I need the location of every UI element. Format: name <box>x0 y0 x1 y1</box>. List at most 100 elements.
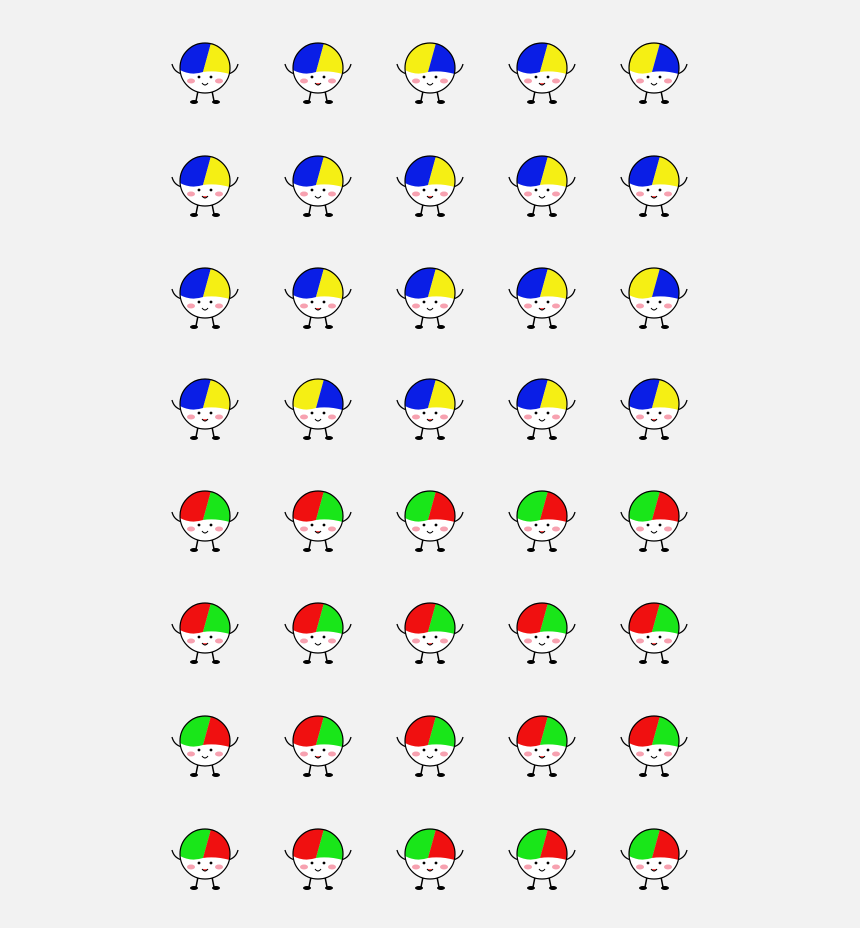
foot <box>415 548 423 552</box>
blush <box>440 191 448 197</box>
foot <box>415 660 423 664</box>
sticker <box>620 490 688 552</box>
foot <box>639 325 647 329</box>
eye <box>322 75 326 79</box>
face-outline <box>179 828 231 880</box>
eye <box>646 75 650 79</box>
face-outline <box>516 715 568 767</box>
mouth <box>426 82 434 86</box>
foot <box>212 886 220 890</box>
foot <box>437 436 445 440</box>
sticker <box>171 602 239 664</box>
eye <box>434 300 438 304</box>
eye <box>422 748 426 752</box>
leg <box>195 763 199 775</box>
blush <box>524 191 532 197</box>
leg <box>660 763 664 775</box>
foot <box>190 213 198 217</box>
eye <box>422 300 426 304</box>
face-outline <box>516 602 568 654</box>
blush <box>412 751 420 757</box>
foot <box>325 548 333 552</box>
foot <box>639 660 647 664</box>
face-outline <box>179 715 231 767</box>
eye <box>322 861 326 865</box>
blush <box>552 751 560 757</box>
leg <box>436 650 440 662</box>
blush <box>300 191 308 197</box>
blush <box>440 303 448 309</box>
eye <box>197 411 201 415</box>
sticker <box>284 490 352 552</box>
blush <box>412 303 420 309</box>
leg <box>308 763 312 775</box>
face-outline <box>516 155 568 207</box>
leg <box>436 538 440 550</box>
foot <box>190 886 198 890</box>
blush <box>664 78 672 84</box>
foot <box>303 660 311 664</box>
leg <box>195 538 199 550</box>
eye <box>534 188 538 192</box>
leg <box>308 426 312 438</box>
eye <box>310 188 314 192</box>
face-outline <box>404 602 456 654</box>
face-outline <box>292 828 344 880</box>
foot <box>527 886 535 890</box>
foot <box>303 213 311 217</box>
blush <box>215 864 223 870</box>
foot <box>415 773 423 777</box>
face-outline <box>292 602 344 654</box>
eye <box>646 523 650 527</box>
mouth <box>538 82 546 86</box>
foot <box>639 436 647 440</box>
leg <box>420 876 424 888</box>
blush <box>215 526 223 532</box>
mouth <box>538 195 546 199</box>
mouth <box>201 530 209 534</box>
sticker <box>620 42 688 104</box>
sticker <box>620 155 688 217</box>
leg <box>644 90 648 102</box>
eye <box>197 748 201 752</box>
foot <box>190 660 198 664</box>
sticker <box>508 155 576 217</box>
eye <box>209 748 213 752</box>
leg <box>532 90 536 102</box>
leg <box>195 876 199 888</box>
leg <box>532 538 536 550</box>
leg <box>436 426 440 438</box>
blush <box>328 303 336 309</box>
foot <box>212 325 220 329</box>
eye <box>534 523 538 527</box>
face-outline <box>516 267 568 319</box>
foot <box>325 213 333 217</box>
foot <box>639 100 647 104</box>
blush <box>636 751 644 757</box>
face-outline <box>404 42 456 94</box>
foot <box>190 436 198 440</box>
mouth <box>426 755 434 759</box>
blush <box>187 751 195 757</box>
blush <box>524 638 532 644</box>
foot <box>212 773 220 777</box>
blush <box>440 78 448 84</box>
blush <box>412 191 420 197</box>
eye <box>434 411 438 415</box>
blush <box>552 526 560 532</box>
mouth <box>314 195 322 199</box>
face-outline <box>179 42 231 94</box>
eye <box>646 300 650 304</box>
eye <box>534 861 538 865</box>
foot <box>527 773 535 777</box>
leg <box>436 876 440 888</box>
face-outline <box>628 490 680 542</box>
leg <box>548 203 552 215</box>
sticker <box>620 828 688 890</box>
leg <box>644 203 648 215</box>
blush <box>524 78 532 84</box>
leg <box>195 315 199 327</box>
foot <box>639 773 647 777</box>
face-outline <box>628 715 680 767</box>
face-outline <box>516 828 568 880</box>
